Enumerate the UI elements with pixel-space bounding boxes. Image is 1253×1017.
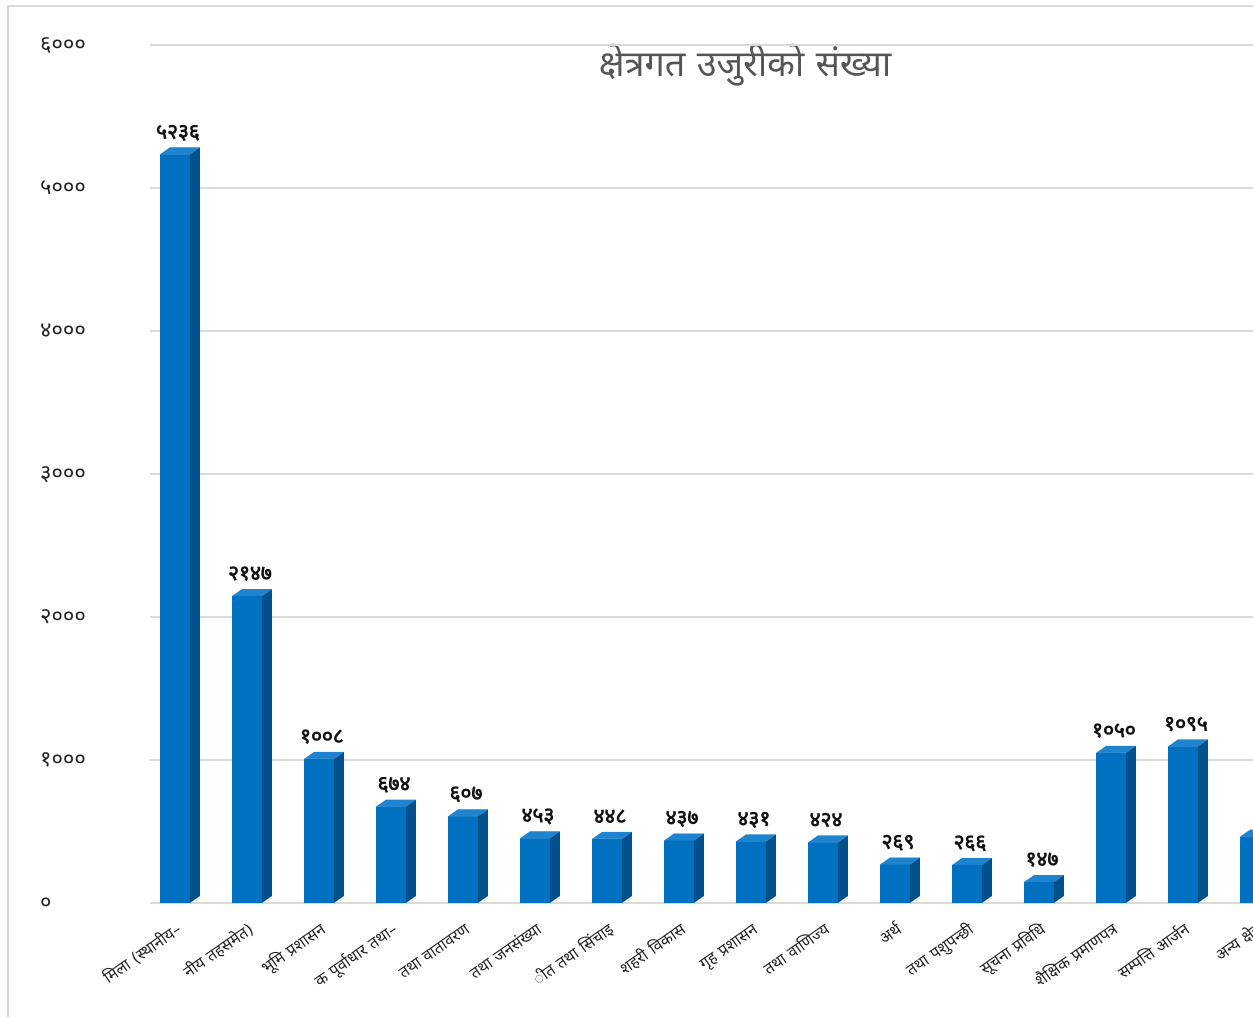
x-tick-label: शहरी विकास (616, 919, 690, 979)
value-label: १४७ (1026, 847, 1059, 871)
bar-top (880, 857, 920, 865)
value-label: ६०७ (450, 781, 483, 805)
value-label: २६९ (882, 830, 915, 854)
x-tick-label: गृह प्रशासन (696, 919, 763, 974)
x-tick-label: नीय तहसमेत) (180, 919, 257, 981)
value-label: ४२४ (810, 807, 843, 831)
bar-top (1024, 874, 1064, 882)
bar-top (1168, 739, 1208, 747)
bar-side (982, 857, 992, 903)
chart-border (7, 5, 1253, 1017)
bar-side (1198, 739, 1208, 903)
bar (448, 816, 478, 903)
bar (1096, 752, 1126, 903)
bar-top (520, 831, 560, 839)
bar (1240, 836, 1253, 903)
x-tick-label: अर्थ (876, 919, 906, 948)
bar-top (736, 834, 776, 842)
bar (1024, 881, 1054, 903)
bar-side (262, 588, 272, 903)
bar-side (1054, 874, 1064, 903)
bar (808, 842, 838, 903)
bar-side (694, 833, 704, 903)
bar-side (190, 147, 200, 903)
y-tick-label: २००० (40, 604, 86, 629)
bar-side (406, 799, 416, 903)
bar (664, 840, 694, 903)
y-tick-label: १००० (40, 747, 86, 772)
value-label: ६७४ (378, 772, 411, 796)
bar (592, 838, 622, 903)
bar (232, 595, 262, 903)
y-tick-label: ६००० (40, 32, 86, 57)
value-label: २६६ (954, 830, 987, 854)
bar-side (334, 751, 344, 903)
x-tick-label: तथा वाणिज्य (760, 919, 834, 978)
y-tick-label: ३००० (40, 461, 86, 486)
bar (376, 806, 406, 903)
value-label: १००८ (300, 724, 344, 748)
chart-title: क्षेत्रगत उजुरीको संख्या (599, 43, 892, 86)
bar-side (550, 831, 560, 903)
x-tick-label: मिला (स्थानीय– (100, 919, 185, 987)
bar-top (952, 857, 992, 865)
value-label: ४४८ (594, 804, 627, 828)
x-tick-label: सम्पत्ति आर्जन (1114, 919, 1193, 982)
bar (880, 864, 910, 903)
bar-top (448, 809, 488, 817)
bar-side (622, 831, 632, 903)
value-label: ४३१ (738, 806, 771, 830)
bar (520, 838, 550, 903)
bar-top (160, 147, 200, 155)
value-label: ४३७ (666, 806, 699, 830)
x-tick-label: ीत तथा सिंचाइ (529, 919, 617, 989)
bar-top (1240, 829, 1253, 837)
bar (1168, 746, 1198, 903)
y-tick-label: ४००० (40, 318, 86, 343)
bar-top (592, 831, 632, 839)
bar-top (808, 835, 848, 843)
bar-side (478, 809, 488, 903)
y-tick-label: ० (40, 890, 51, 915)
bar (952, 864, 982, 903)
value-label: १०९५ (1164, 711, 1208, 735)
bar-top (664, 833, 704, 841)
bar (736, 841, 766, 903)
value-label: १०५० (1092, 718, 1136, 742)
bar-top (232, 588, 272, 596)
x-tick-label: तथा वातावरण (395, 919, 473, 982)
bar-side (766, 834, 776, 903)
bar-top (376, 799, 416, 807)
bar-side (838, 835, 848, 903)
bar-top (304, 751, 344, 759)
y-tick-label: ५००० (40, 175, 86, 200)
bar-top (1096, 745, 1136, 753)
bar (304, 758, 334, 903)
bar (160, 154, 190, 903)
bar-side (1126, 745, 1136, 903)
value-label: ५२३६ (156, 119, 200, 143)
bar-side (910, 857, 920, 903)
x-tick-label: तथा पशुपन्छी (902, 919, 978, 980)
x-tick-label: अन्य क्षेत्र (1212, 919, 1253, 965)
value-label: ४५३ (522, 803, 555, 827)
value-label: २१४७ (228, 561, 272, 585)
